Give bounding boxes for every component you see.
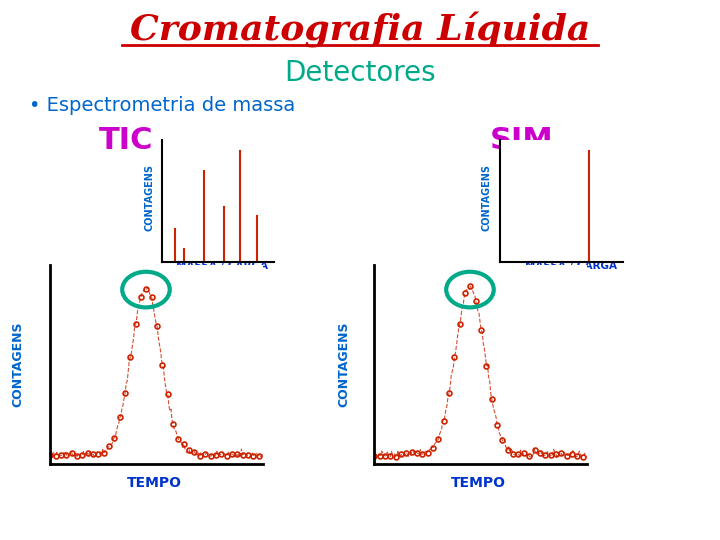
- Text: CONTAGENS: CONTAGENS: [337, 322, 350, 407]
- Text: TEMPO: TEMPO: [451, 476, 506, 490]
- Text: • Espectrometria de massa: • Espectrometria de massa: [29, 96, 295, 115]
- Text: CONTAGENS: CONTAGENS: [482, 164, 492, 231]
- Text: TEMPO: TEMPO: [127, 476, 182, 490]
- Text: TIC: TIC: [99, 126, 153, 155]
- Text: SIM: SIM: [490, 126, 554, 155]
- Text: CONTAGENS: CONTAGENS: [144, 164, 154, 231]
- Text: CONTAGENS: CONTAGENS: [12, 322, 24, 407]
- Text: Cromatografia Líquida: Cromatografia Líquida: [130, 12, 590, 48]
- Text: MASSA / CARGA: MASSA / CARGA: [525, 261, 617, 271]
- Text: Detectores: Detectores: [284, 59, 436, 87]
- Text: MASSA / CARGA: MASSA / CARGA: [176, 261, 268, 271]
